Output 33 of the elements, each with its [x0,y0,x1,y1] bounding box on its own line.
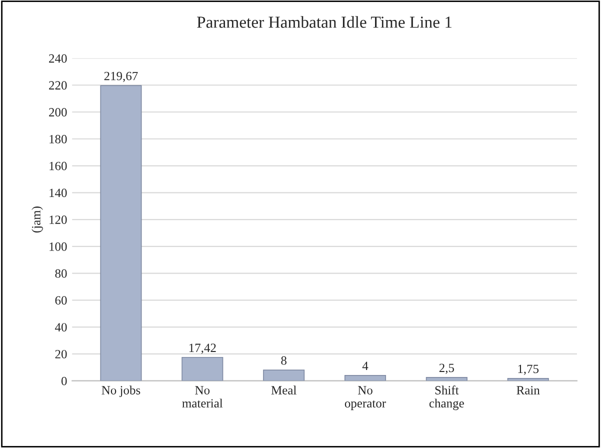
y-axis-title: (jam) [32,206,43,233]
bar [263,370,305,381]
y-tick-label: 160 [50,162,67,170]
y-tick-label: 80 [55,269,67,278]
data-label: 8 [281,356,286,365]
x-tick-label: Meal [271,386,296,394]
y-tick-label: 140 [50,188,67,198]
data-label: 17,42 [189,344,216,354]
bar [344,375,386,381]
y-tick-label: 40 [55,323,67,332]
x-tick-label: Shift change [429,386,464,410]
y-tick-label: 60 [55,296,67,305]
x-tick-label: No jobs [102,386,140,397]
y-tick-label: 20 [55,350,67,358]
bar [507,378,549,381]
x-tick-label: Rain [516,386,540,394]
x-tick-label: No material [182,386,223,408]
x-tick-label: No operator [344,386,386,410]
chart-title: Parameter Hambatan Idle Time Line 1 [197,16,452,28]
data-label: 219,67 [104,72,138,82]
bar [100,85,142,381]
y-tick-label: 100 [50,242,67,251]
data-label: 1,75 [518,364,539,375]
bar [426,377,468,381]
y-tick-label: 120 [50,216,67,224]
data-label: 4 [362,362,368,370]
y-tick-label: 220 [49,81,67,90]
data-label: 2,5 [439,364,454,374]
bar [182,356,224,381]
y-tick-label: 0 [61,376,67,386]
y-tick-label: 240 [49,54,67,63]
y-tick-label: 200 [49,108,67,116]
y-tick-label: 180 [50,134,67,144]
